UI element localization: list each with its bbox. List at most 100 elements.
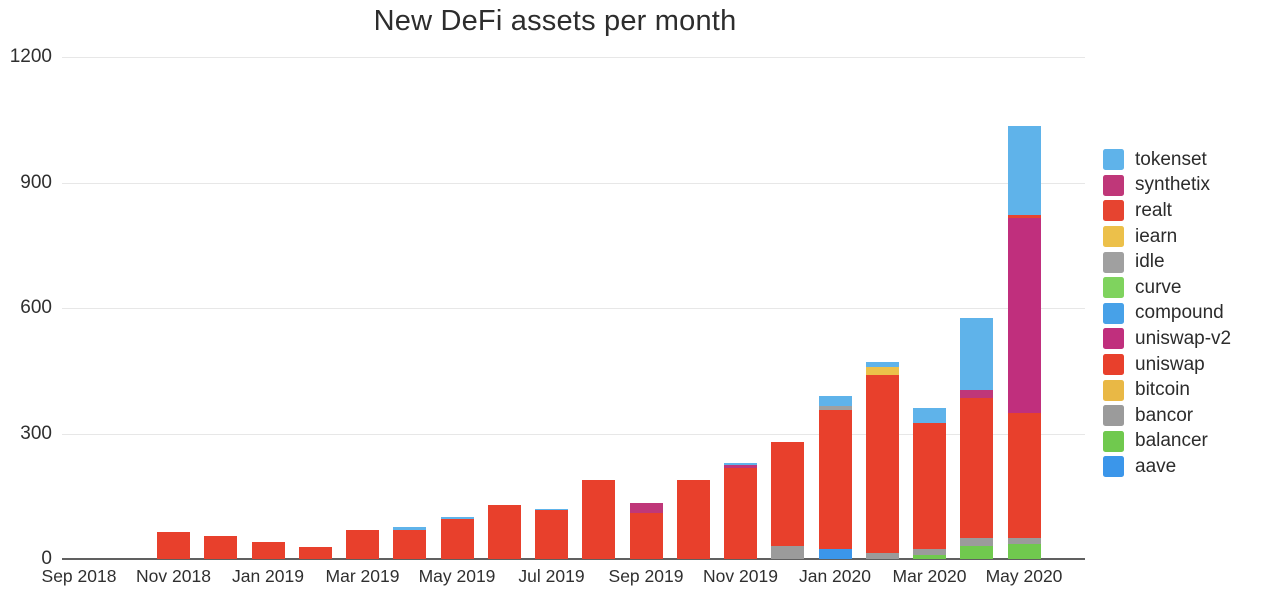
bar-jan-2019-uniswap[interactable] bbox=[251, 542, 285, 559]
bar-feb-2020-uniswap[interactable] bbox=[865, 374, 899, 553]
bar-mar-2020-bancor[interactable] bbox=[913, 548, 946, 555]
x-tick-label-may-2020: May 2020 bbox=[985, 566, 1063, 586]
x-axis-line bbox=[62, 558, 1085, 560]
legend-swatch-aave bbox=[1103, 456, 1124, 478]
legend-item-uniswap[interactable]: uniswap bbox=[1103, 354, 1231, 376]
bar-may-2020-uniswap[interactable] bbox=[1007, 412, 1041, 539]
bar-jun-2019-uniswap[interactable] bbox=[487, 504, 521, 559]
bar-jul-2019-uniswap[interactable] bbox=[535, 510, 568, 559]
bar-jan-2020-aave[interactable] bbox=[818, 548, 852, 559]
legend-label-uniswap: uniswap bbox=[1135, 353, 1205, 375]
bar-feb-2020-iearn[interactable] bbox=[865, 366, 899, 375]
y-tick-label-0: 0 bbox=[41, 548, 52, 569]
legend-swatch-bancor bbox=[1103, 405, 1124, 427]
gridline-900 bbox=[62, 182, 1085, 184]
y-tick-label-1200: 1200 bbox=[9, 46, 52, 67]
legend-swatch-realt bbox=[1103, 200, 1124, 222]
legend-item-balancer[interactable]: balancer bbox=[1103, 430, 1231, 453]
legend-label-iearn: iearn bbox=[1135, 225, 1178, 247]
y-tick-label-600: 600 bbox=[20, 297, 52, 318]
legend-item-curve[interactable]: curve bbox=[1103, 277, 1231, 299]
legend-item-realt[interactable]: realt bbox=[1103, 200, 1231, 222]
legend-item-bitcoin[interactable]: bitcoin bbox=[1103, 379, 1231, 401]
legend-swatch-bitcoin bbox=[1103, 379, 1124, 401]
legend-label-synthetix: synthetix bbox=[1135, 174, 1210, 196]
legend-item-compound[interactable]: compound bbox=[1103, 302, 1231, 325]
legend-swatch-tokenset bbox=[1103, 149, 1124, 171]
bar-nov-2018-uniswap[interactable] bbox=[157, 531, 190, 559]
gridline-600 bbox=[62, 308, 1085, 309]
bar-may-2020-realt[interactable] bbox=[1007, 214, 1041, 219]
legend-label-tokenset: tokenset bbox=[1135, 148, 1207, 170]
bar-mar-2020-tokenset[interactable] bbox=[913, 408, 946, 424]
x-tick-label-mar-2020: Mar 2020 bbox=[892, 566, 967, 586]
legend-item-tokenset[interactable]: tokenset bbox=[1103, 149, 1231, 171]
legend-item-aave[interactable]: aave bbox=[1103, 456, 1231, 478]
bar-feb-2019-uniswap[interactable] bbox=[298, 547, 332, 559]
bar-apr-2020-tokenset[interactable] bbox=[960, 318, 994, 390]
x-tick-label-jan-2020: Jan 2020 bbox=[798, 566, 871, 586]
bar-may-2020-bancor[interactable] bbox=[1007, 538, 1041, 545]
legend-swatch-iearn bbox=[1103, 226, 1124, 248]
bar-apr-2020-uniswap[interactable] bbox=[960, 397, 994, 539]
bar-may-2019-uniswap[interactable] bbox=[440, 519, 474, 559]
legend-label-curve: curve bbox=[1135, 276, 1182, 298]
bar-jan-2020-idle[interactable] bbox=[818, 406, 852, 411]
legend-swatch-balancer bbox=[1103, 430, 1124, 452]
bar-sep-2019-synthetix[interactable] bbox=[629, 502, 663, 513]
bar-aug-2019-uniswap[interactable] bbox=[582, 479, 616, 559]
x-tick-label-mar-2019: Mar 2019 bbox=[325, 566, 400, 586]
bar-nov-2019-uniswap[interactable] bbox=[724, 467, 757, 559]
legend-item-bancor[interactable]: bancor bbox=[1103, 405, 1231, 427]
legend-item-uniswap-v2[interactable]: uniswap-v2 bbox=[1103, 328, 1231, 350]
legend-label-balancer: balancer bbox=[1135, 430, 1208, 452]
y-tick-label-300: 300 bbox=[20, 422, 52, 444]
y-tick-label-900: 900 bbox=[20, 171, 52, 193]
bar-jan-2020-tokenset[interactable] bbox=[818, 395, 852, 407]
bar-mar-2019-uniswap[interactable] bbox=[346, 529, 379, 559]
legend-label-bitcoin: bitcoin bbox=[1135, 379, 1190, 401]
bar-feb-2020-bancor[interactable] bbox=[865, 552, 899, 559]
legend-item-idle[interactable]: idle bbox=[1103, 251, 1231, 273]
legend-swatch-uniswap bbox=[1103, 354, 1124, 376]
bar-oct-2019-uniswap[interactable] bbox=[676, 479, 710, 559]
bar-nov-2019-tokenset[interactable] bbox=[724, 462, 757, 465]
bar-apr-2019-uniswap[interactable] bbox=[393, 529, 427, 559]
bar-jan-2020-uniswap[interactable] bbox=[818, 410, 852, 549]
bar-dec-2018-uniswap[interactable] bbox=[204, 535, 238, 559]
bar-apr-2020-balancer[interactable] bbox=[960, 546, 994, 559]
x-tick-label-nov-2018: Nov 2018 bbox=[136, 566, 211, 586]
bar-may-2019-tokenset[interactable] bbox=[440, 516, 474, 520]
bar-sep-2019-uniswap[interactable] bbox=[629, 512, 663, 559]
bar-mar-2020-uniswap[interactable] bbox=[913, 423, 946, 549]
legend-label-idle: idle bbox=[1135, 251, 1165, 273]
legend-item-iearn[interactable]: iearn bbox=[1103, 226, 1231, 248]
x-tick-label-nov-2019: Nov 2019 bbox=[703, 566, 778, 586]
bar-mar-2020-balancer[interactable] bbox=[913, 554, 946, 559]
legend-label-uniswap-v2: uniswap-v2 bbox=[1135, 327, 1232, 349]
bar-nov-2019-synthetix[interactable] bbox=[724, 464, 757, 468]
bar-apr-2020-bancor[interactable] bbox=[960, 538, 994, 547]
x-tick-label-jul-2019: Jul 2019 bbox=[518, 566, 585, 586]
bar-apr-2020-synthetix[interactable] bbox=[960, 389, 994, 398]
bar-feb-2020-tokenset[interactable] bbox=[865, 362, 899, 367]
bar-may-2020-tokenset[interactable] bbox=[1007, 126, 1041, 215]
x-tick-label-jan-2019: Jan 2019 bbox=[231, 566, 304, 586]
gridline-300 bbox=[62, 433, 1085, 435]
chart-legend: tokenset synthetix realt iearn idle curve comp… bbox=[1103, 149, 1231, 482]
x-tick-label-sep-2019: Sep 2019 bbox=[608, 566, 684, 586]
bar-apr-2019-tokenset[interactable] bbox=[393, 527, 427, 530]
bar-jul-2019-tokenset[interactable] bbox=[535, 508, 568, 511]
legend-swatch-compound bbox=[1103, 302, 1124, 324]
bar-may-2020-uniswap-v2[interactable] bbox=[1007, 218, 1041, 413]
legend-label-realt: realt bbox=[1135, 199, 1172, 221]
bar-dec-2019-bancor[interactable] bbox=[771, 546, 805, 559]
legend-label-aave: aave bbox=[1135, 455, 1177, 477]
bar-dec-2019-uniswap[interactable] bbox=[771, 441, 805, 547]
bar-may-2020-balancer[interactable] bbox=[1007, 544, 1041, 559]
gridline-1200 bbox=[62, 57, 1085, 58]
legend-label-bancor: bancor bbox=[1135, 404, 1194, 426]
legend-item-synthetix[interactable]: synthetix bbox=[1103, 174, 1231, 197]
x-tick-label-may-2019: May 2019 bbox=[418, 566, 496, 586]
